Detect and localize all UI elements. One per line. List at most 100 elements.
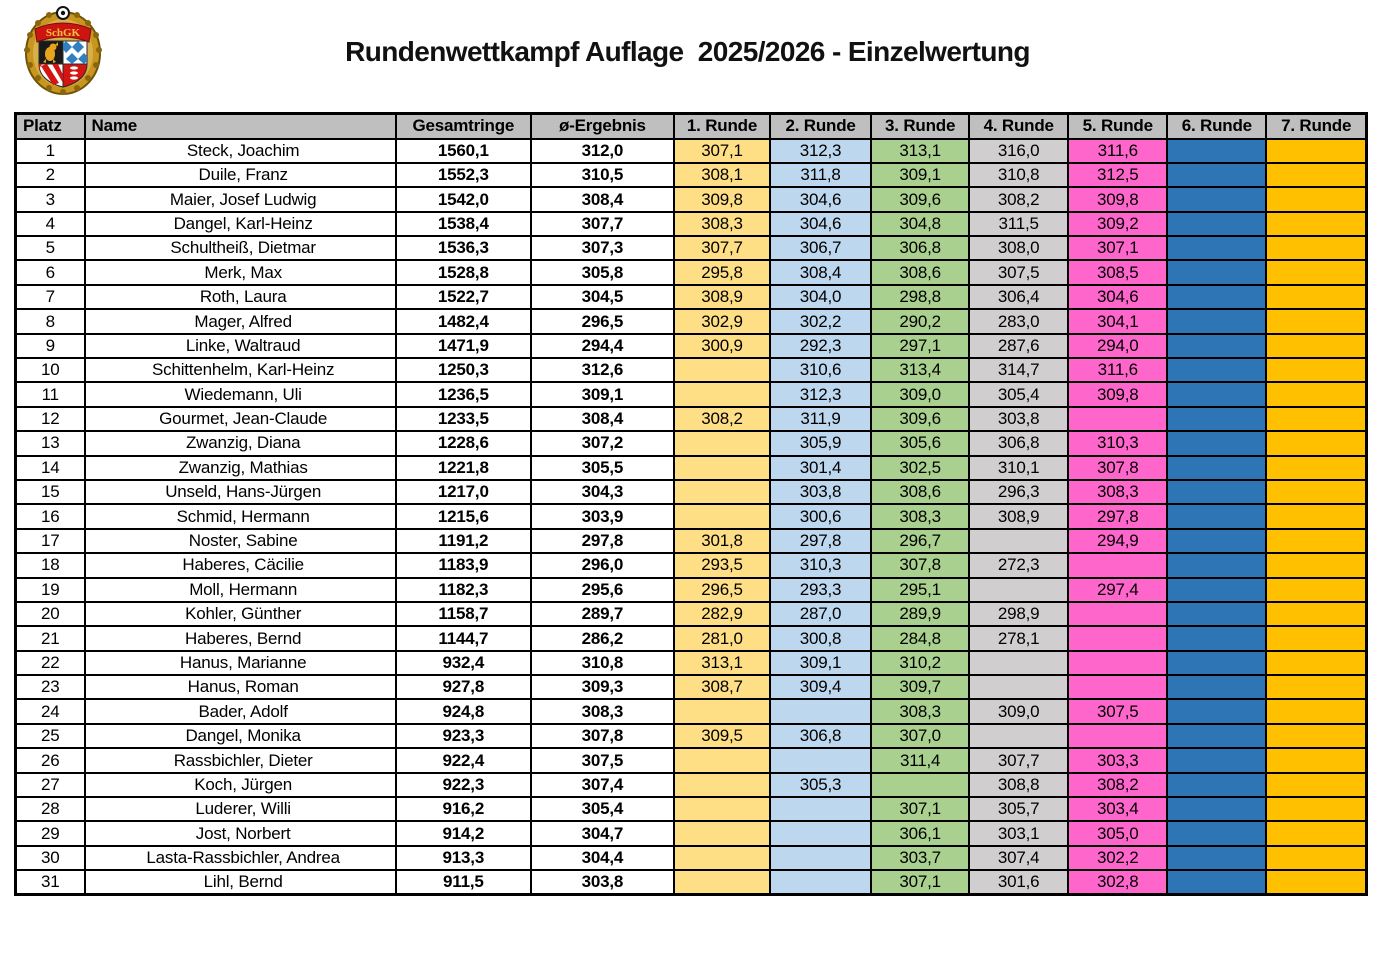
runde-1-cell: 295,8 <box>672 259 772 286</box>
avg-ergebnis-cell: 310,8 <box>529 649 675 677</box>
runde-5-cell: 311,6 <box>1067 137 1169 164</box>
runde-4-cell: 303,1 <box>968 820 1070 847</box>
runde-2-cell: 304,6 <box>769 186 873 213</box>
runde-4-cell <box>968 527 1070 555</box>
runde-7-cell <box>1265 698 1368 725</box>
platz-cell: 16 <box>14 503 86 530</box>
runde-1-cell: 309,5 <box>672 722 772 750</box>
table-row: 2 Duile, Franz 1552,3 310,5 308,1 311,8 309,1 3… <box>14 161 1368 189</box>
avg-ergebnis-cell: 304,5 <box>529 283 675 311</box>
runde-7-cell <box>1265 308 1368 335</box>
runde-4-cell: 309,0 <box>968 698 1070 725</box>
name-cell: Kohler, Günther <box>83 600 397 628</box>
runde-1-cell: 282,9 <box>672 600 772 628</box>
runde-2-cell <box>769 820 873 847</box>
table-row: 19 Moll, Hermann 1182,3 295,6 296,5 293,3 295,… <box>14 576 1368 603</box>
column-header-1-runde: 1. Runde <box>672 112 772 140</box>
gesamtringe-cell: 913,3 <box>394 844 532 872</box>
gesamtringe-cell: 1158,7 <box>394 600 532 628</box>
runde-4-cell: 296,3 <box>968 478 1070 506</box>
runde-5-cell <box>1067 600 1169 628</box>
runde-6-cell <box>1166 869 1268 896</box>
name-cell: Roth, Laura <box>83 283 397 311</box>
avg-ergebnis-cell: 303,9 <box>529 503 675 530</box>
platz-cell: 22 <box>14 649 86 677</box>
gesamtringe-cell: 1215,6 <box>394 503 532 530</box>
avg-ergebnis-cell: 307,3 <box>529 235 675 262</box>
runde-6-cell <box>1166 137 1268 164</box>
table-row: 16 Schmid, Hermann 1215,6 303,9 300,6 308,3 30… <box>14 503 1368 530</box>
runde-7-cell <box>1265 283 1368 311</box>
runde-5-cell: 309,8 <box>1067 186 1169 213</box>
runde-2-cell: 309,4 <box>769 674 873 701</box>
runde-1-cell <box>672 869 772 896</box>
runde-4-cell: 310,8 <box>968 161 1070 189</box>
runde-4-cell <box>968 576 1070 603</box>
platz-cell: 6 <box>14 259 86 286</box>
avg-ergebnis-cell: 304,3 <box>529 478 675 506</box>
avg-ergebnis-cell: 296,0 <box>529 552 675 579</box>
column-header-5-runde: 5. Runde <box>1067 112 1169 140</box>
avg-ergebnis-cell: 307,7 <box>529 210 675 238</box>
gesamtringe-cell: 1542,0 <box>394 186 532 213</box>
runde-1-cell: 308,9 <box>672 283 772 311</box>
table-row: 25 Dangel, Monika 923,3 307,8 309,5 306,8 307,… <box>14 722 1368 750</box>
gesamtringe-cell: 922,4 <box>394 747 532 774</box>
runde-3-cell: 313,4 <box>870 356 971 384</box>
runde-5-cell: 312,5 <box>1067 161 1169 189</box>
runde-2-cell: 300,8 <box>769 625 873 652</box>
runde-2-cell: 310,3 <box>769 552 873 579</box>
runde-3-cell: 284,8 <box>870 625 971 652</box>
runde-7-cell <box>1265 820 1368 847</box>
runde-2-cell <box>769 796 873 823</box>
table-row: 14 Zwanzig, Mathias 1221,8 305,5 301,4 302,5 3… <box>14 454 1368 481</box>
runde-4-cell <box>968 674 1070 701</box>
table-row: 24 Bader, Adolf 924,8 308,3 308,3 309,0 307,5 <box>14 698 1368 725</box>
gesamtringe-cell: 1482,4 <box>394 308 532 335</box>
runde-6-cell <box>1166 527 1268 555</box>
name-cell: Koch, Jürgen <box>83 771 397 799</box>
name-cell: Luderer, Willi <box>83 796 397 823</box>
table-row: 20 Kohler, Günther 1158,7 289,7 282,9 287,0 28… <box>14 600 1368 628</box>
avg-ergebnis-cell: 309,1 <box>529 381 675 408</box>
runde-3-cell <box>870 771 971 799</box>
gesamtringe-cell: 1536,3 <box>394 235 532 262</box>
runde-1-cell: 300,9 <box>672 332 772 360</box>
avg-ergebnis-cell: 307,8 <box>529 722 675 750</box>
runde-1-cell: 296,5 <box>672 576 772 603</box>
runde-7-cell <box>1265 161 1368 189</box>
runde-5-cell: 303,4 <box>1067 796 1169 823</box>
runde-7-cell <box>1265 235 1368 262</box>
table-row: 31 Lihl, Bernd 911,5 303,8 307,1 301,6 302,8 <box>14 869 1368 896</box>
avg-ergebnis-cell: 294,4 <box>529 332 675 360</box>
club-crest-icon: SchGK <box>24 6 102 95</box>
runde-2-cell: 305,3 <box>769 771 873 799</box>
runde-4-cell: 298,9 <box>968 600 1070 628</box>
avg-ergebnis-cell: 297,8 <box>529 527 675 555</box>
runde-6-cell <box>1166 576 1268 603</box>
runde-6-cell <box>1166 600 1268 628</box>
runde-1-cell <box>672 820 772 847</box>
avg-ergebnis-cell: 289,7 <box>529 600 675 628</box>
runde-3-cell: 308,6 <box>870 478 971 506</box>
runde-6-cell <box>1166 552 1268 579</box>
runde-7-cell <box>1265 600 1368 628</box>
runde-7-cell <box>1265 259 1368 286</box>
runde-4-cell: 308,0 <box>968 235 1070 262</box>
runde-5-cell: 311,6 <box>1067 356 1169 384</box>
gesamtringe-cell: 1560,1 <box>394 137 532 164</box>
table-row: 26 Rassbichler, Dieter 922,4 307,5 311,4 307,… <box>14 747 1368 774</box>
runde-1-cell: 307,7 <box>672 235 772 262</box>
runde-3-cell: 309,6 <box>870 186 971 213</box>
runde-4-cell: 306,8 <box>968 430 1070 457</box>
table-row: 21 Haberes, Bernd 1144,7 286,2 281,0 300,8 284… <box>14 625 1368 652</box>
runde-1-cell <box>672 771 772 799</box>
runde-3-cell: 290,2 <box>870 308 971 335</box>
runde-2-cell: 303,8 <box>769 478 873 506</box>
runde-5-cell: 308,5 <box>1067 259 1169 286</box>
name-cell: Haberes, Cäcilie <box>83 552 397 579</box>
runde-5-cell <box>1067 649 1169 677</box>
avg-ergebnis-cell: 309,3 <box>529 674 675 701</box>
runde-7-cell <box>1265 844 1368 872</box>
platz-cell: 7 <box>14 283 86 311</box>
